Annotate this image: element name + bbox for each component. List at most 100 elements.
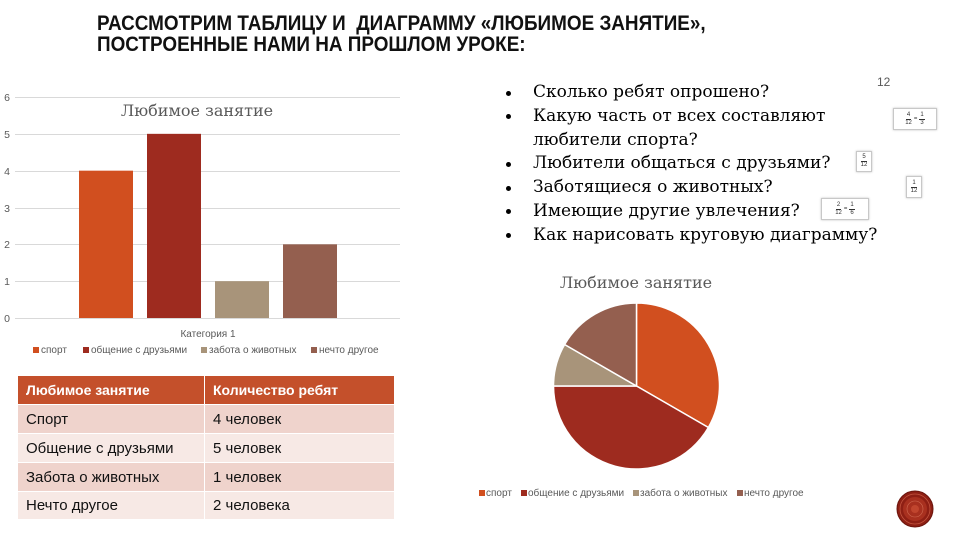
table-cell-count: 4 человек: [213, 410, 282, 428]
y-tick-label: 3: [4, 203, 10, 215]
bar-3: [215, 281, 269, 318]
legend-swatch: [479, 490, 485, 496]
bar-2: [147, 133, 201, 318]
fraction-denominator: 12: [835, 209, 842, 216]
equals-sign: =: [843, 205, 848, 212]
pie-slice-1: [635, 302, 721, 429]
fraction-hint-animals: 1 12: [906, 176, 922, 198]
legend-label: общение с друзьями: [528, 487, 624, 499]
fraction: 2 12: [835, 202, 842, 217]
legend-swatch: [521, 490, 527, 496]
legend-item: забота о животных: [633, 487, 727, 499]
bullet-icon: [506, 185, 511, 191]
fraction-numerator: 2: [835, 201, 842, 210]
question-item: Какую часть от всех составляют любители …: [505, 105, 911, 153]
bar-chart-title: Любимое занятие: [121, 101, 273, 120]
fraction: 1 6: [849, 201, 855, 217]
fraction-numerator: 4: [905, 111, 912, 120]
table-row: Нечто другое 2 человека: [18, 491, 394, 519]
legend-item: общение с друзьями: [83, 344, 187, 356]
y-tick-label: 6: [4, 92, 10, 104]
legend-label: общение с друзьями: [91, 344, 187, 356]
legend-swatch: [201, 347, 207, 353]
table-cell-activity: Спорт: [18, 405, 205, 433]
y-tick-label: 2: [4, 239, 10, 251]
legend-item: спорт: [33, 345, 67, 356]
question-item: Как нарисовать круговую диаграмму?: [505, 224, 911, 248]
table-cell-count: 5 человек: [213, 439, 282, 457]
bar-chart-y-axis-labels: 0 1 2 3 4 5 6: [4, 92, 10, 325]
table-row: Забота о животных 1 человек: [18, 462, 394, 491]
fraction-denominator: 12: [860, 162, 868, 168]
question-text: Имеющие другие увлечения?: [533, 200, 800, 221]
page-number: 12: [877, 75, 891, 89]
question-item: Имеющие другие увлечения?: [505, 200, 911, 224]
fraction-hint-friends: 5 12: [856, 151, 872, 172]
question-item: Заботящиеся о животных?: [505, 176, 911, 200]
fraction-denominator: 6: [850, 209, 854, 216]
slide-title-line-1: РАССМОТРИМ ТАБЛИЦУ И ДИАГРАММУ «ЛЮБИМОЕ …: [97, 12, 706, 35]
bullet-icon: [506, 114, 511, 120]
table-header-activity: Любимое занятие: [18, 376, 205, 404]
pie-slice-2: [552, 385, 710, 470]
legend-item: забота о животных: [201, 344, 296, 356]
fraction: 4 12: [905, 112, 912, 127]
y-tick-label: 5: [4, 129, 10, 141]
legend-swatch: [311, 347, 317, 353]
legend-label: забота о животных: [209, 344, 296, 356]
y-tick-label: 0: [4, 313, 10, 325]
fraction-numerator: 5: [861, 154, 867, 162]
decorative-emblem-icon: [896, 490, 934, 528]
table-cell-activity: Общение с друзьями: [18, 434, 205, 462]
fraction-denominator: 3: [920, 119, 924, 126]
question-item: Сколько ребят опрошено?: [505, 81, 911, 105]
table-header-row: Любимое занятие Количество ребят: [18, 376, 394, 404]
question-text: Как нарисовать круговую диаграмму?: [533, 224, 878, 245]
table-cell-activity: Нечто другое: [18, 492, 205, 519]
fraction-hint-other: 2 12 = 1 6: [821, 198, 869, 220]
bullet-icon: [506, 233, 511, 239]
fraction-numerator: 1: [911, 179, 917, 188]
bar-1: [79, 170, 133, 318]
legend-label: спорт: [41, 345, 67, 356]
fraction-denominator: 12: [910, 187, 918, 194]
table-row: Спорт 4 человек: [18, 404, 394, 433]
legend-label: нечто другое: [319, 345, 379, 356]
question-text: Любители общаться с друзьями?: [533, 153, 831, 174]
fraction: 1 12: [911, 180, 918, 195]
bullet-icon: [506, 161, 511, 167]
favorite-activity-table: Любимое занятие Количество ребят Спорт 4…: [18, 376, 394, 519]
legend-item: спорт: [479, 488, 512, 499]
legend-item: нечто другое: [311, 345, 379, 356]
bar-4: [283, 244, 337, 318]
question-text: Какую часть от всех составляют любители …: [533, 105, 826, 150]
equals-sign: =: [913, 115, 918, 122]
fraction-numerator: 1: [919, 111, 925, 120]
emblem-middle-ring: [899, 493, 931, 525]
y-tick-label: 1: [4, 276, 10, 288]
table-cell-activity: Забота о животных: [18, 463, 205, 491]
bar-chart-gridlines: [15, 97, 400, 319]
question-text: Заботящиеся о животных?: [533, 177, 773, 198]
legend-swatch: [83, 347, 89, 353]
legend-swatch: [633, 490, 639, 496]
slide-title-line-2: ПОСТРОЕННЫЕ НАМИ НА ПРОШЛОМ УРОКЕ:: [97, 33, 526, 56]
bar-chart-legend: спорт общение с друзьями забота о животных…: [33, 344, 379, 356]
bar-chart-bars: [79, 133, 337, 318]
emblem-center: [911, 505, 919, 513]
fraction: 5 12: [861, 154, 868, 169]
bar-chart: 0 1 2 3 4 5 6 Любимое занятие Категория 1 спор…: [4, 92, 400, 356]
table-header-count: Количество ребят: [213, 382, 339, 398]
legend-item: общение с друзьями: [521, 487, 624, 499]
question-item: Любители общаться с друзьями?: [505, 152, 911, 176]
pie-chart-slices: [552, 302, 721, 470]
table-cell-count: 1 человек: [213, 468, 282, 486]
legend-swatch: [33, 347, 39, 353]
legend-swatch: [737, 490, 743, 496]
fraction-numerator: 1: [849, 201, 855, 210]
legend-item: нечто другое: [737, 488, 804, 499]
pie-slice-4: [563, 302, 638, 387]
legend-label: спорт: [486, 488, 512, 499]
y-tick-label: 4: [4, 166, 10, 178]
